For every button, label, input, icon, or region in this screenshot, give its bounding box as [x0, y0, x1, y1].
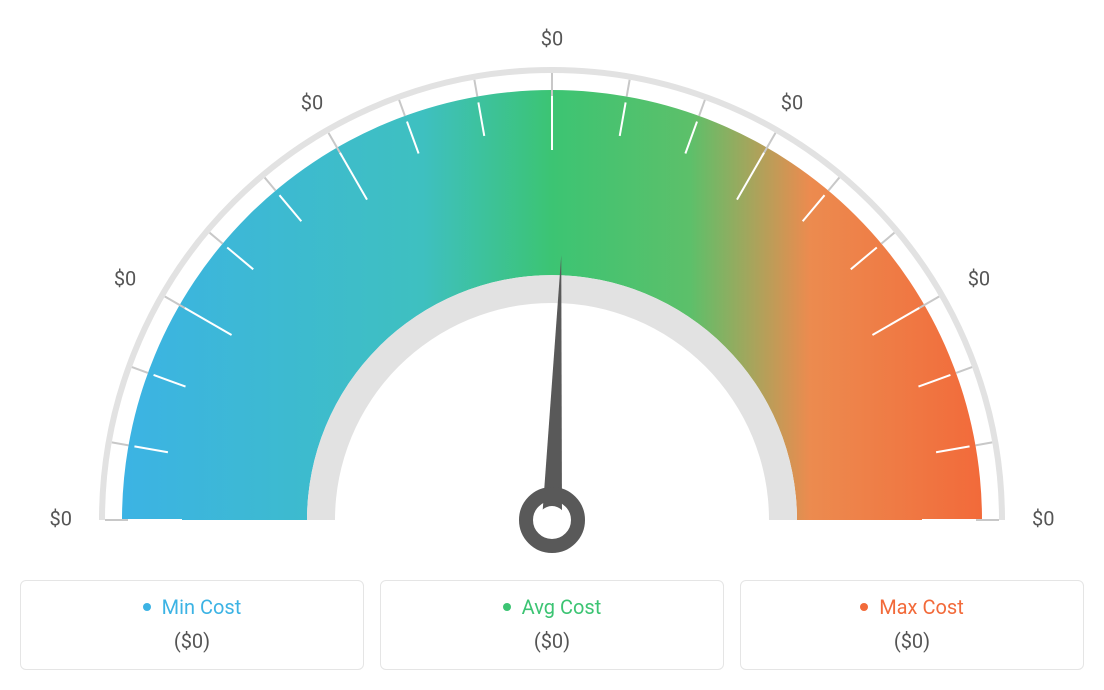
gauge-container: $0 $0 $0 $0 $0 $0 $0 — [20, 20, 1084, 560]
svg-text:$0: $0 — [541, 26, 563, 50]
svg-text:$0: $0 — [781, 91, 803, 115]
legend-card-max: Max Cost ($0) — [740, 580, 1084, 670]
legend-dot-min — [143, 603, 151, 611]
legend-row: Min Cost ($0) Avg Cost ($0) Max Cost ($0… — [20, 580, 1084, 670]
legend-card-avg: Avg Cost ($0) — [380, 580, 724, 670]
legend-value-max: ($0) — [751, 629, 1073, 653]
legend-title-max: Max Cost — [751, 595, 1073, 619]
legend-dot-avg — [503, 603, 511, 611]
legend-dot-max — [860, 603, 868, 611]
cost-gauge-widget: $0 $0 $0 $0 $0 $0 $0 Min Cost ($0) Avg Cost ($… — [20, 20, 1084, 670]
legend-title-min: Min Cost — [31, 595, 353, 619]
legend-title-min-text: Min Cost — [162, 595, 242, 619]
svg-text:$0: $0 — [50, 506, 72, 530]
svg-text:$0: $0 — [114, 266, 136, 290]
legend-card-min: Min Cost ($0) — [20, 580, 364, 670]
svg-text:$0: $0 — [1032, 506, 1054, 530]
legend-title-max-text: Max Cost — [879, 595, 964, 619]
legend-title-avg-text: Avg Cost — [522, 595, 602, 619]
svg-text:$0: $0 — [968, 266, 990, 290]
gauge-svg: $0 $0 $0 $0 $0 $0 $0 — [20, 20, 1084, 560]
legend-value-avg: ($0) — [391, 629, 713, 653]
legend-value-min: ($0) — [31, 629, 353, 653]
legend-title-avg: Avg Cost — [391, 595, 713, 619]
svg-text:$0: $0 — [301, 91, 323, 115]
